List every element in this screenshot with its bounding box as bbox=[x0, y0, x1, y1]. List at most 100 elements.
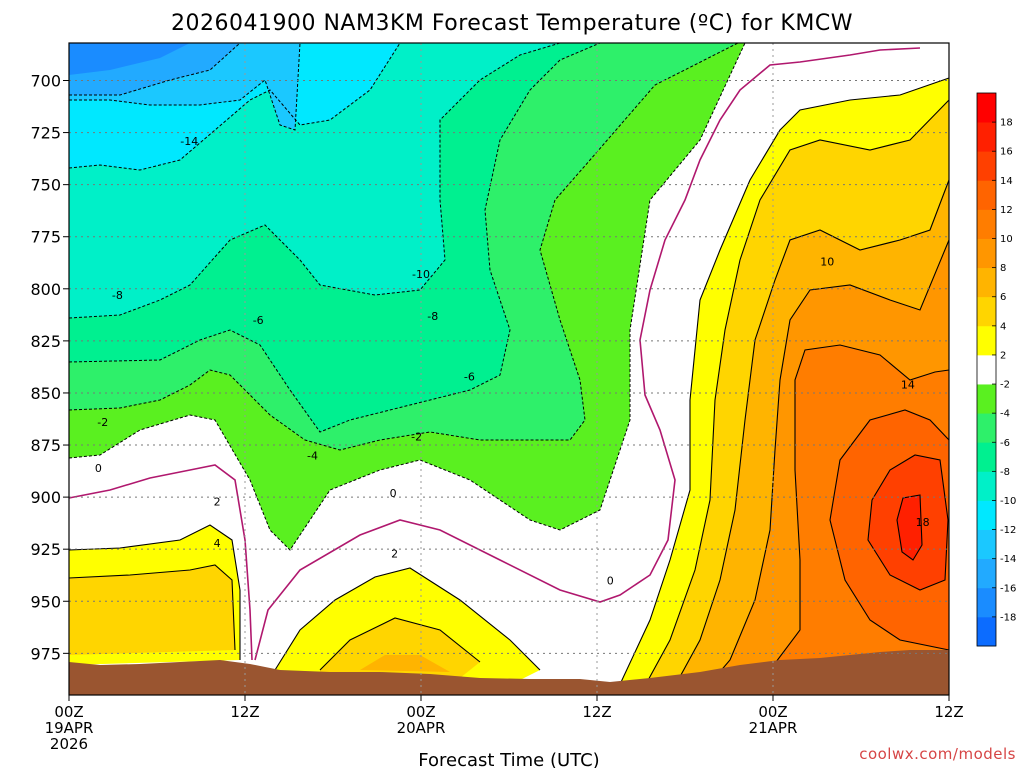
colorbar-tick-label: -16 bbox=[1000, 583, 1016, 594]
y-tick-label: 725 bbox=[30, 124, 61, 143]
colorbar-tick-label: 12 bbox=[1000, 205, 1013, 216]
contour-label: -2 bbox=[411, 431, 422, 444]
contour-label: 0 bbox=[95, 462, 102, 475]
contour-minus10 bbox=[68, 42, 401, 171]
colorbar-tick-label: 8 bbox=[1000, 263, 1006, 274]
pressure-gridlines bbox=[69, 79, 949, 654]
contour-12-east bbox=[829, 409, 950, 651]
colorbar-tick-label: -2 bbox=[1000, 380, 1010, 391]
colorbar-segment bbox=[977, 471, 996, 501]
colorbar-tick-label: -4 bbox=[1000, 409, 1010, 420]
contour-label: 2 bbox=[214, 495, 221, 508]
contour-label: 0 bbox=[607, 574, 614, 587]
contour-label: -6 bbox=[464, 370, 475, 383]
colorbar-segment bbox=[977, 151, 996, 181]
contour-label: -2 bbox=[97, 416, 108, 429]
colorbar: -18 -16 -14 -12 -10 -8 -6 -4 -2 2 4 6 8 10 12 14 16 18 bbox=[976, 92, 1016, 647]
contour-lines bbox=[68, 42, 950, 696]
colorbar-segment bbox=[977, 93, 996, 123]
x-tick-label: 00Z bbox=[406, 703, 435, 721]
temperature-bands bbox=[69, 43, 949, 695]
y-tick-label: 750 bbox=[30, 176, 61, 195]
contour-4-east bbox=[639, 99, 950, 696]
y-tick-label: 950 bbox=[30, 592, 61, 611]
contour-label: -6 bbox=[253, 314, 264, 327]
contour-label: 2 bbox=[391, 547, 398, 560]
band-gt-6-center bbox=[360, 655, 450, 672]
contour-2-west bbox=[68, 524, 241, 660]
colorbar-segment bbox=[977, 122, 996, 152]
contour-label: 4 bbox=[214, 537, 221, 550]
colorbar-tick-label: 6 bbox=[1000, 292, 1006, 303]
contour-minus6 bbox=[68, 42, 601, 433]
colorbar-segment bbox=[977, 384, 996, 414]
x-tick-label: 12Z bbox=[230, 703, 259, 721]
contour-label: -10 bbox=[412, 268, 430, 281]
x-tick-label: 12Z bbox=[582, 703, 611, 721]
colorbar-tick-label: -18 bbox=[1000, 612, 1016, 623]
colorbar-segment bbox=[977, 413, 996, 443]
x-tick-label: 12Z bbox=[934, 703, 963, 721]
colorbar-segment bbox=[977, 354, 996, 385]
colorbar-segment bbox=[977, 209, 996, 239]
colorbar-tick-label: -14 bbox=[1000, 554, 1016, 565]
x-tick-label: 2026 bbox=[50, 735, 88, 753]
colorbar-segment bbox=[977, 587, 996, 618]
colorbar-tick-label: 14 bbox=[1000, 176, 1013, 187]
y-tick-label: 700 bbox=[30, 71, 61, 90]
colorbar-tick-label: -8 bbox=[1000, 467, 1010, 478]
contour-2-east bbox=[614, 77, 950, 696]
contour-minus12 bbox=[69, 42, 301, 131]
contour-2-center bbox=[274, 567, 541, 671]
contour-label: -8 bbox=[112, 289, 123, 302]
y-tick-label: 925 bbox=[30, 540, 61, 559]
time-gridlines bbox=[244, 43, 774, 695]
x-tick-label: 20APR bbox=[397, 719, 446, 737]
colorbar-tick-label: 18 bbox=[1000, 118, 1013, 129]
band-gt-16-east bbox=[897, 495, 922, 560]
plot-area: -14 -10 -8 -8 -6 -6 -2 -4 -2 0 0 0 2 4 2 10 14 18 bbox=[68, 42, 950, 696]
colorbar-segment bbox=[977, 558, 996, 589]
y-tick-label: 800 bbox=[30, 280, 61, 299]
colorbar-segment bbox=[977, 500, 996, 530]
contour-label: 10 bbox=[820, 256, 834, 269]
contour-minus14 bbox=[69, 42, 241, 96]
colorbar-tick-label: -10 bbox=[1000, 496, 1016, 507]
x-axis-label: Forecast Time (UTC) bbox=[418, 750, 599, 768]
band-gt-4-west bbox=[69, 565, 235, 655]
contour-6-east bbox=[669, 179, 950, 696]
x-tick-label: 19APR bbox=[45, 719, 94, 737]
colorbar-segment bbox=[977, 296, 996, 327]
contour-minus4 bbox=[68, 42, 739, 451]
chart-title: 2026041900 NAM3KM Forecast Temperature (… bbox=[171, 11, 853, 36]
y-tick-label: 825 bbox=[30, 332, 61, 351]
colorbar-segment bbox=[977, 616, 996, 647]
colorbar-segment bbox=[977, 442, 996, 472]
y-axis: 700 725 750 775 800 825 850 875 900 925 950 975 bbox=[30, 71, 69, 663]
band-lt-minus16 bbox=[69, 43, 190, 75]
contour-label: 0 bbox=[390, 487, 397, 500]
terrain bbox=[69, 650, 949, 695]
contour-minus8 bbox=[68, 42, 561, 319]
colorbar-segment bbox=[977, 325, 996, 356]
y-tick-label: 975 bbox=[30, 644, 61, 663]
contour-16-east bbox=[896, 494, 923, 561]
zero-degree-isotherm bbox=[68, 47, 921, 661]
y-tick-label: 900 bbox=[30, 488, 61, 507]
x-tick-label: 00Z bbox=[758, 703, 787, 721]
colorbar-segment bbox=[977, 529, 996, 560]
contour-labels: -14 -10 -8 -8 -6 -6 -2 -4 -2 0 0 0 2 4 2 10 14 18 bbox=[95, 135, 930, 588]
contour-label: -14 bbox=[180, 135, 198, 148]
y-tick-label: 775 bbox=[30, 228, 61, 247]
colorbar-segment bbox=[977, 267, 996, 298]
contour-label: 14 bbox=[901, 379, 915, 392]
colorbar-segment bbox=[977, 180, 996, 210]
colorbar-segment bbox=[977, 238, 996, 269]
colorbar-tick-label: 2 bbox=[1000, 350, 1006, 361]
contour-minus2 bbox=[68, 42, 746, 551]
x-tick-label: 00Z bbox=[54, 703, 83, 721]
y-tick-label: 850 bbox=[30, 384, 61, 403]
colorbar-tick-label: 10 bbox=[1000, 234, 1013, 245]
